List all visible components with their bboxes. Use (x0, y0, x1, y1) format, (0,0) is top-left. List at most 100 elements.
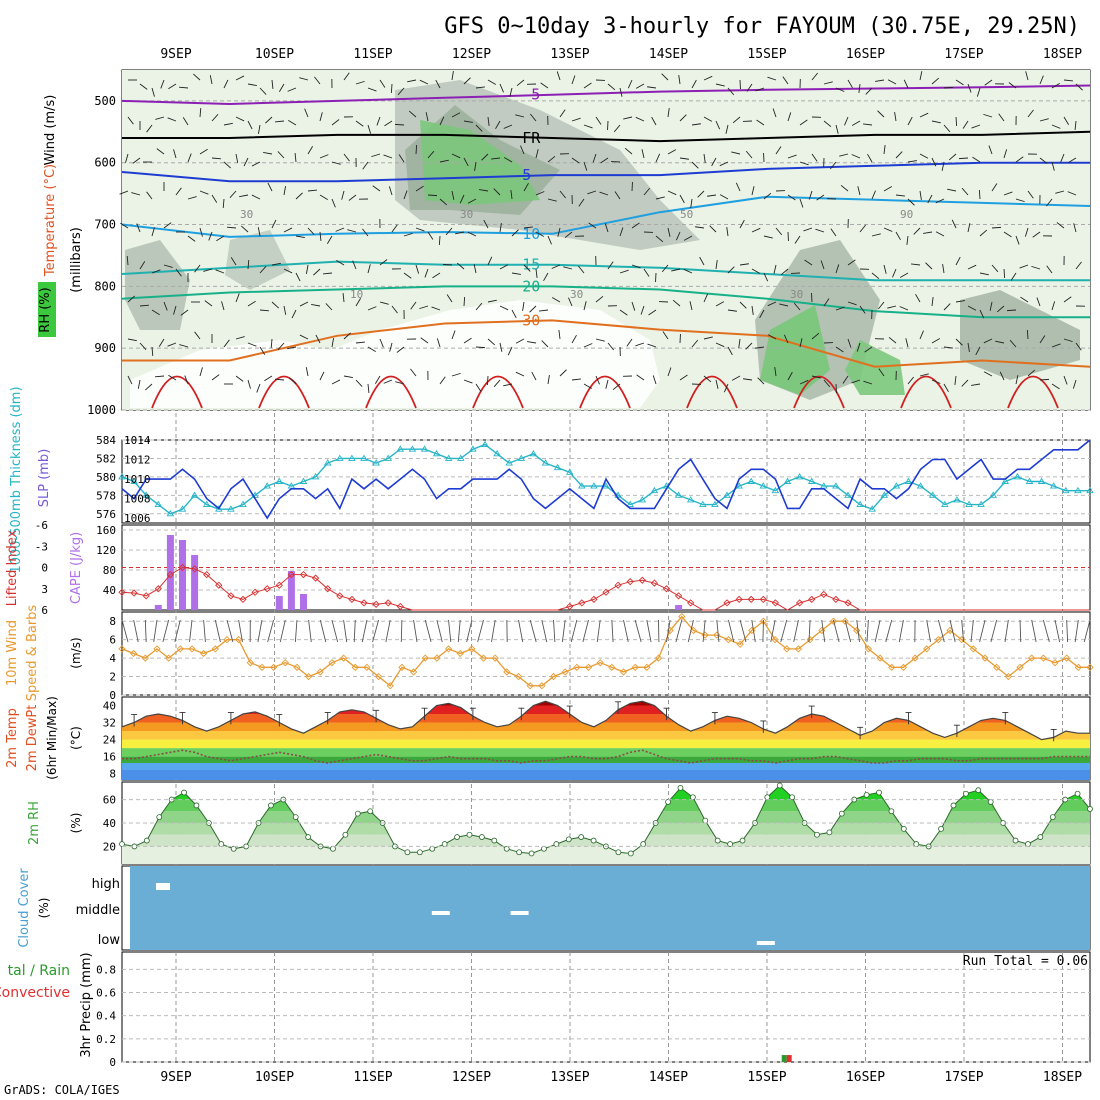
temp-minmax-bar (1050, 728, 1057, 742)
wind-barb (626, 338, 633, 347)
wind-barb (631, 264, 641, 269)
wind-barb (847, 301, 857, 306)
wind-barb (743, 378, 753, 381)
wind-barb (486, 375, 489, 386)
wind-barb (229, 190, 237, 198)
wind-barb (647, 86, 657, 89)
wind-barb (146, 124, 153, 133)
li-marker (287, 570, 296, 579)
thickness-marker (711, 500, 719, 508)
wind-barb (463, 379, 473, 384)
isotherm-label: 15 (522, 256, 540, 274)
wind-barb (1075, 342, 1082, 351)
wind-barb (925, 262, 933, 270)
temp-minmax-bar (227, 711, 234, 725)
wind-barb (847, 338, 852, 348)
wind-tick-label: 6 (109, 634, 116, 647)
wind-barb (607, 342, 615, 351)
li-marker (178, 563, 187, 572)
precip-tick-label: 0.2 (96, 1033, 116, 1046)
wind-marker (398, 663, 406, 671)
wind-marker (141, 654, 149, 662)
wind-barb (313, 268, 321, 276)
rh-contour-label: 10 (350, 288, 363, 301)
wind-barb (691, 79, 697, 89)
cloud-background (130, 866, 1090, 950)
wind-barb (976, 87, 981, 97)
day-label-top: 15SEP (747, 47, 786, 62)
wind-barb (759, 309, 765, 319)
rh-shade-blob (960, 290, 1080, 380)
wind-barb (672, 299, 681, 307)
wind-barb (643, 268, 650, 277)
wind-barb (390, 83, 393, 94)
wind-barb (319, 194, 328, 201)
rh-shade-blob (760, 305, 830, 395)
wind-barb (905, 338, 909, 348)
isotherm-35 (472, 375, 524, 409)
wind-barb (371, 153, 381, 158)
thickness-marker (481, 440, 489, 448)
wind-barb (588, 222, 597, 229)
wind-barb (641, 149, 645, 159)
wind-barb (808, 190, 813, 200)
day-label-top: 17SEP (944, 47, 983, 62)
wind-barb (679, 374, 688, 381)
wind-barb (319, 371, 325, 381)
wind-barb (151, 346, 154, 357)
wind10-barb (353, 619, 356, 643)
wind-barb (168, 83, 177, 90)
wind-barb (511, 229, 519, 237)
rh-contour-label: 30 (570, 288, 583, 301)
wind-barb (516, 79, 525, 87)
t2m-sub2-label: (6hr Min/Max) (45, 696, 59, 780)
wind-marker (200, 649, 208, 658)
wind-barb (607, 83, 616, 91)
wind-barb (367, 383, 370, 393)
wind-barb (1063, 296, 1072, 303)
isotherm-20 (121, 285, 1090, 319)
wind-barb (283, 186, 287, 196)
wind-barb (535, 268, 538, 278)
day-label-bottom: 18SEP (1043, 1070, 1082, 1085)
rh-marker (702, 817, 709, 824)
wind-barb (287, 87, 297, 92)
wind-barb (259, 346, 266, 355)
wind-barb (347, 229, 357, 233)
wind-barb (283, 268, 293, 274)
li-tick-label: -3 (35, 540, 48, 553)
wind-barb (661, 73, 669, 81)
wind-barb (265, 116, 273, 124)
li-marker (130, 589, 138, 597)
wind-barb (863, 123, 873, 126)
li-marker (723, 599, 731, 607)
wind-marker (981, 654, 989, 662)
wind-marker (701, 631, 709, 639)
wind-barb (679, 114, 687, 122)
wind-barb (158, 338, 165, 347)
wind10-barb (491, 619, 496, 643)
wind-barb (295, 192, 303, 200)
wind-barb (1027, 369, 1036, 377)
wind-barb (755, 346, 765, 349)
wind-barb (515, 114, 525, 118)
wind-barb (803, 227, 813, 232)
wind-barb (209, 75, 213, 85)
wind-barb (954, 375, 957, 385)
wind-barb (295, 272, 301, 282)
wind10-barb (979, 619, 986, 643)
wind-barb (1060, 153, 1065, 163)
li-tick-label: 3 (41, 583, 48, 596)
wind-barb (235, 293, 240, 303)
wind-barb (1068, 157, 1077, 164)
wind-barb (558, 330, 561, 340)
upper-axis-temp-label: Temperature (°C) (43, 164, 58, 277)
thickness-marker (1001, 477, 1010, 484)
wind-barb (871, 233, 881, 237)
wind-marker (1016, 663, 1024, 671)
wind-barb (451, 153, 461, 159)
li-marker (311, 574, 320, 582)
thickness-marker (977, 500, 985, 508)
thickness-marker (783, 477, 792, 484)
wind-barb (583, 343, 593, 348)
